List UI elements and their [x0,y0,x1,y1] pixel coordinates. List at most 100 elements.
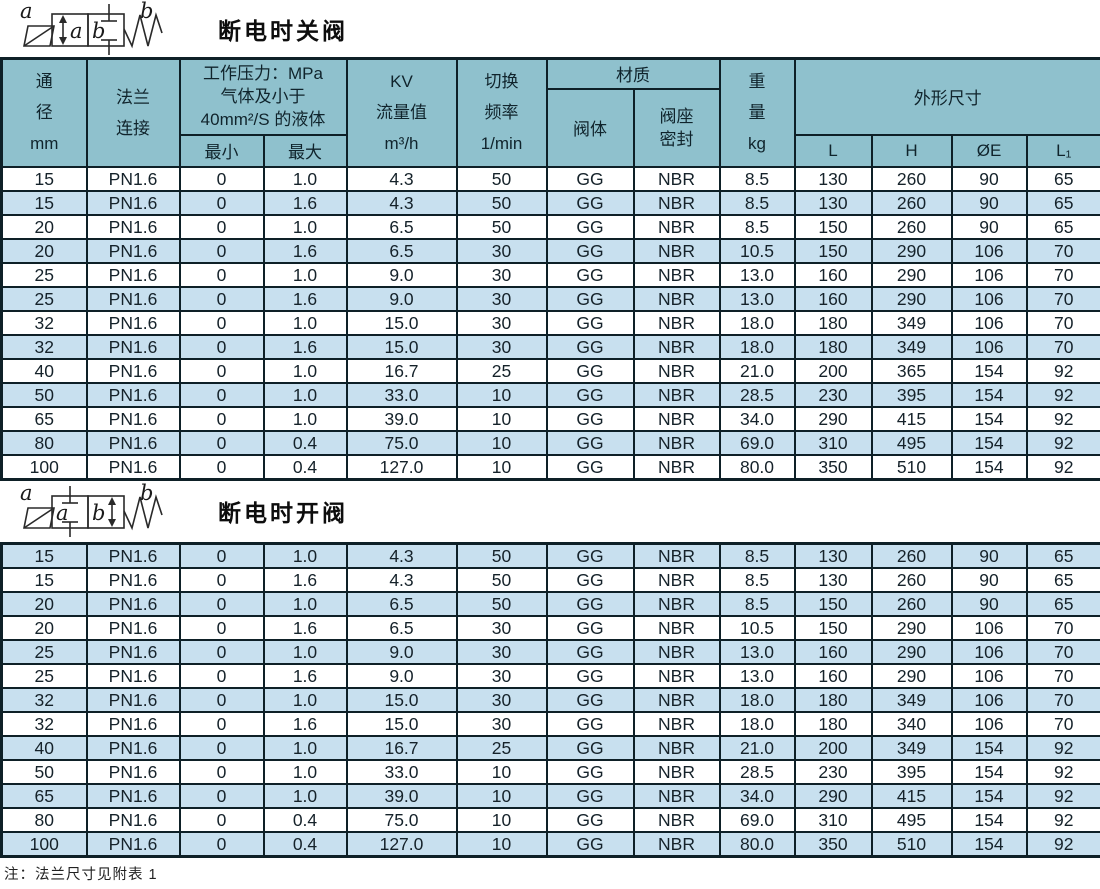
table-cell: 28.5 [718,758,796,785]
table-cell: 100 [0,453,88,480]
table-cell: 92 [1025,453,1100,480]
table-cell: 70 [1025,614,1100,641]
table-cell: 1.0 [262,213,348,240]
valve-symbol-power-off-closed-icon: a b a b [20,1,163,55]
table-cell: NBR [632,309,721,336]
table-cell: 230 [793,758,873,785]
table-cell: 310 [793,806,873,833]
table-cell: 10 [455,806,548,833]
table-cell: PN1.6 [85,566,181,593]
table-cell: NBR [632,285,721,312]
table-cell: 106 [950,285,1028,312]
table-cell: 0.4 [262,830,348,857]
table-cell: 0 [178,285,265,312]
table-cell: 0 [178,830,265,857]
table-cell: 65 [1025,566,1100,593]
table-cell: PN1.6 [85,381,181,408]
table-cell: GG [545,381,635,408]
table-cell: NBR [632,213,721,240]
table-cell: 50 [455,189,548,216]
table-cell: GG [545,614,635,641]
table-row: 32 PN1.6 0 1.0 15.0 30 GG NBR 18.0 180 349 106 70 [0,686,1100,713]
table-cell: PN1.6 [85,237,181,264]
col-header-material: 材质 [545,57,721,90]
table-cell: 30 [455,261,548,288]
table-cell: 28.5 [718,381,796,408]
table-cell: 92 [1025,758,1100,785]
table-row: 15 PN1.6 0 1.6 4.3 50 GG NBR 8.5 130 260 90 65 [0,189,1100,216]
table-cell: 32 [0,309,88,336]
table-cell: 65 [1025,165,1100,192]
table-cell: 495 [870,429,953,456]
table-cell: 20 [0,213,88,240]
table-cell: 13.0 [718,261,796,288]
table-cell: 0 [178,189,265,216]
table-cell: 1.6 [262,614,348,641]
table-cell: PN1.6 [85,333,181,360]
table-row: 65 PN1.6 0 1.0 39.0 10 GG NBR 34.0 290 415 154 92 [0,405,1100,432]
table-cell: 10.5 [718,614,796,641]
table-cell: 92 [1025,429,1100,456]
table-cell: 90 [950,165,1028,192]
table-cell: 9.0 [345,261,458,288]
table-cell: 30 [455,686,548,713]
table-cell: GG [545,309,635,336]
table-cell: 0 [178,614,265,641]
table-cell: GG [545,662,635,689]
table-cell: 92 [1025,357,1100,384]
table-cell: NBR [632,189,721,216]
table-cell: 32 [0,686,88,713]
table-cell: 0 [178,165,265,192]
table-row: 32 PN1.6 0 1.6 15.0 30 GG NBR 18.0 180 340 106 70 [0,710,1100,737]
table-cell: 1.0 [262,381,348,408]
table-cell: 106 [950,333,1028,360]
table-cell: 180 [793,710,873,737]
table-cell: PN1.6 [85,734,181,761]
table-cell: 13.0 [718,285,796,312]
table-row: 50 PN1.6 0 1.0 33.0 10 GG NBR 28.5 230 395 154 92 [0,381,1100,408]
power-off-closed-table-body: 15 PN1.6 0 1.0 4.3 50 GG NBR 8.5 130 260 90 65 15 PN1.… [0,165,1100,480]
table-cell: 18.0 [718,710,796,737]
table-cell: 20 [0,614,88,641]
table-cell: PN1.6 [85,542,181,569]
table-cell: 0.4 [262,453,348,480]
table-cell: GG [545,285,635,312]
table-cell: 20 [0,590,88,617]
table-cell: PN1.6 [85,357,181,384]
col-header-dim-h: H [870,133,953,168]
table-cell: 290 [870,237,953,264]
table-cell: 100 [0,830,88,857]
footnote: 注：法兰尺寸见附表 1 [4,866,158,883]
table-cell: 200 [793,357,873,384]
table-cell: 0 [178,453,265,480]
table-cell: GG [545,782,635,809]
table-cell: PN1.6 [85,429,181,456]
table-cell: 0 [178,806,265,833]
table-cell: 154 [950,381,1028,408]
symbol-box-b-label: b [92,19,105,43]
symbol-box-b-label: b [92,501,105,525]
table-cell: 75.0 [345,806,458,833]
table-cell: NBR [632,566,721,593]
table-cell: 1.6 [262,710,348,737]
table-cell: 260 [870,542,953,569]
table-cell: 34.0 [718,782,796,809]
table-cell: PN1.6 [85,758,181,785]
table-cell: 349 [870,734,953,761]
table-cell: 0.4 [262,806,348,833]
table-row: 80 PN1.6 0 0.4 75.0 10 GG NBR 69.0 310 495 154 92 [0,806,1100,833]
table-cell: 154 [950,782,1028,809]
table-cell: 290 [870,638,953,665]
table-cell: 10.5 [718,237,796,264]
table-cell: 290 [870,261,953,288]
table-cell: GG [545,453,635,480]
table-cell: 69.0 [718,806,796,833]
table-cell: 0 [178,381,265,408]
table-cell: 8.5 [718,542,796,569]
symbol-port-b-label: b [140,1,153,23]
table-cell: 50 [0,381,88,408]
col-header-pressure-max: 最大 [262,133,348,168]
table-cell: 92 [1025,734,1100,761]
table-cell: NBR [632,357,721,384]
table-cell: 65 [1025,542,1100,569]
